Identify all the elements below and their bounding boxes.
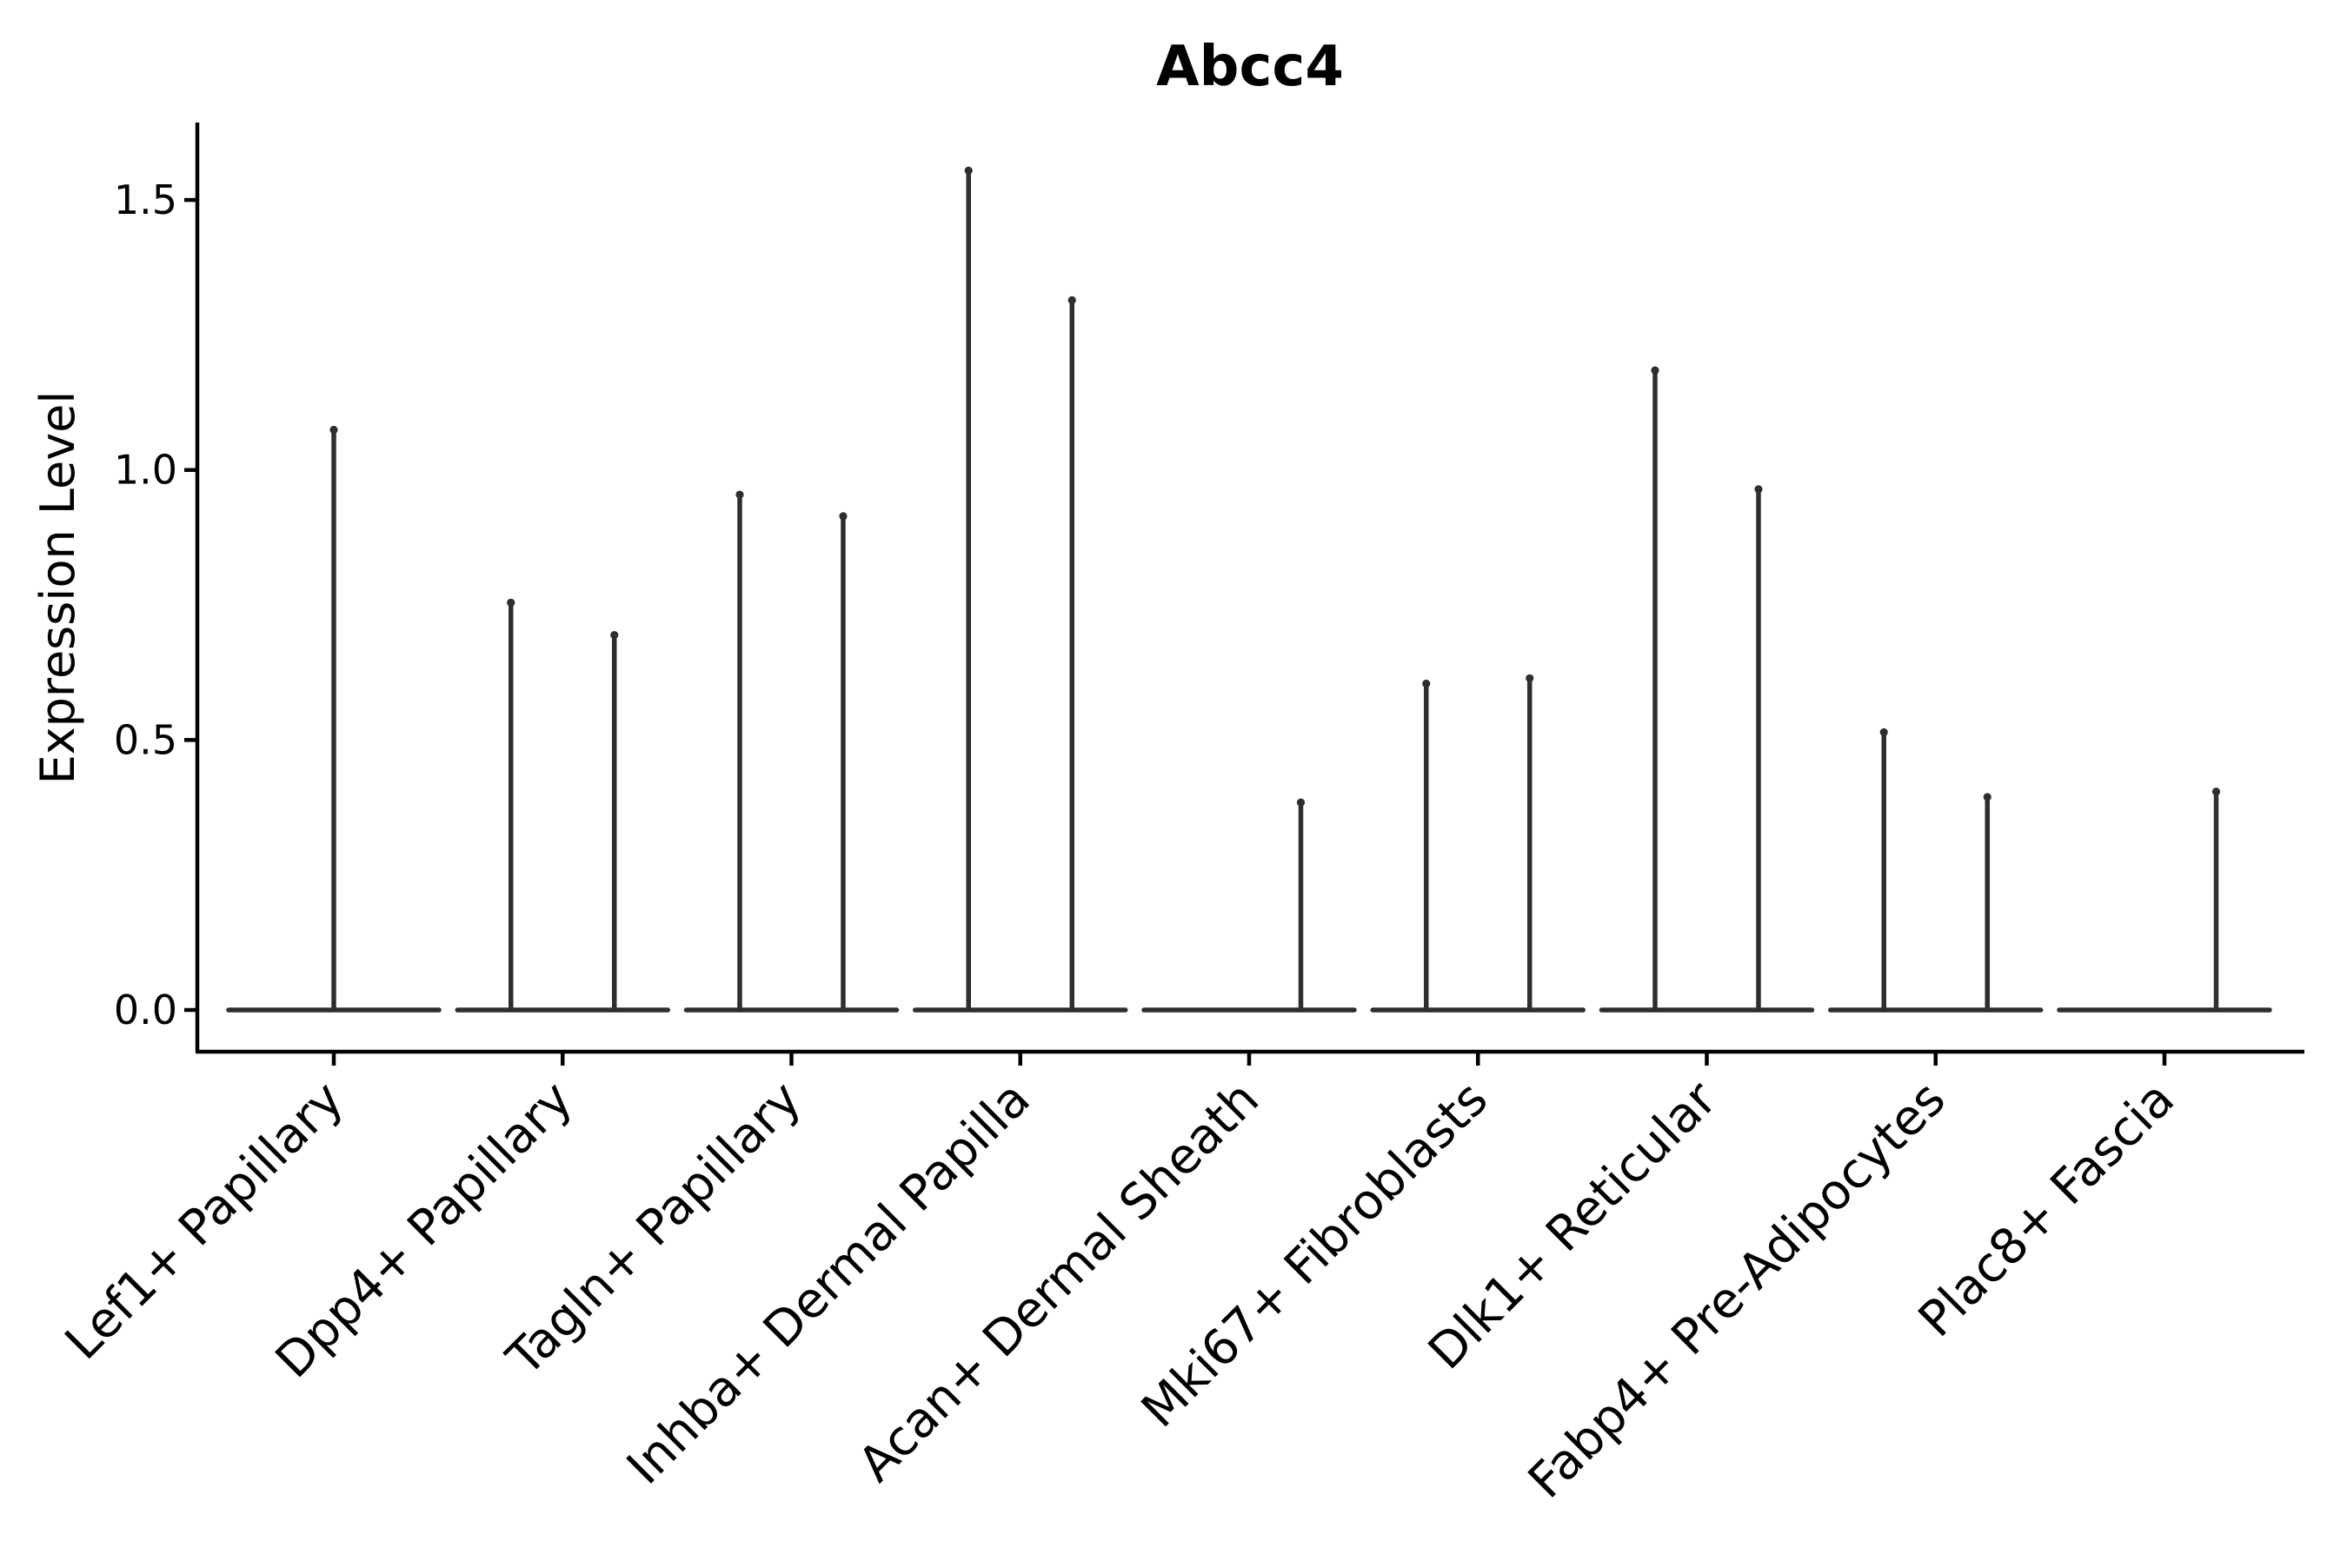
violin-spike-tip (1651, 366, 1659, 375)
violin-spike-tip (964, 166, 973, 175)
violin-spike-tip (507, 598, 515, 607)
violin-series (226, 166, 2272, 1013)
y-tick-label: 1.0 (114, 447, 177, 494)
violin-spike-tip (1296, 798, 1306, 807)
x-axis-ticks (331, 1052, 2167, 1066)
violin-spike-tip (1422, 679, 1431, 688)
violin-spike-tip (1983, 793, 1991, 801)
violin-spike-tip (2211, 787, 2221, 796)
x-tick-label: Inhba+ Dermal Papilla (616, 1071, 1041, 1496)
violin-spike-tip (1067, 296, 1076, 304)
violin-spike-tip (735, 490, 744, 499)
violin-spike-tip (1526, 674, 1534, 682)
y-tick-label: 0.5 (114, 716, 177, 763)
y-axis-label: Expression Level (30, 391, 85, 785)
violin-spike-tip (1879, 728, 1888, 737)
violin-spike-tip (839, 512, 848, 521)
violin-spike-tip (610, 630, 619, 640)
x-tick-label: Acan+ Dermal Sheath (848, 1071, 1270, 1493)
x-tick-label: Fabp4+ Pre-Adipocytes (1518, 1071, 1957, 1510)
y-tick-label: 0.0 (114, 987, 177, 1033)
violin-spike-tip (329, 425, 338, 435)
y-axis-ticks: 0.0 0.5 1.0 1.5 (114, 176, 197, 1033)
chart-title: Abcc4 (1156, 35, 1344, 99)
violin-spike-tip (1754, 485, 1763, 494)
y-tick-label: 1.5 (114, 176, 177, 223)
